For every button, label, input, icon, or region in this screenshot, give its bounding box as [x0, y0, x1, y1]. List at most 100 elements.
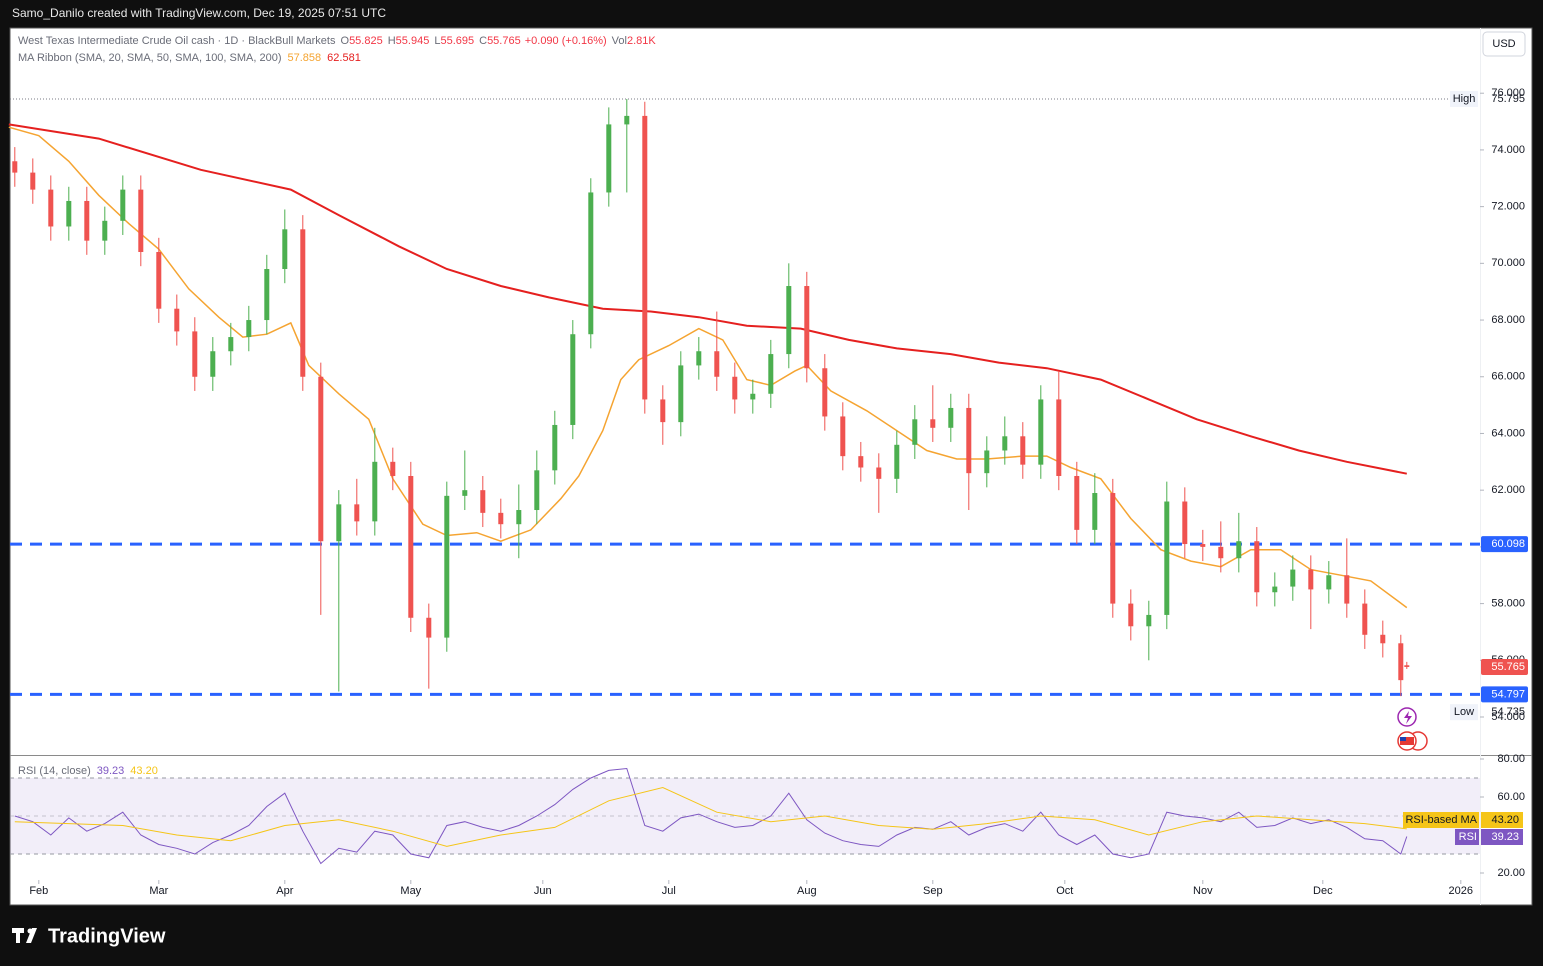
ma-value: 62.581 — [327, 52, 361, 64]
candle-body — [606, 124, 612, 193]
rsi-name: RSI — [1459, 831, 1477, 843]
rsi-name-bg — [1403, 812, 1479, 828]
candle-body — [84, 200, 90, 241]
candle-body — [570, 334, 576, 425]
candle-body — [480, 490, 486, 513]
rsi-name-bg — [1455, 829, 1479, 845]
brand-logo: TradingView — [12, 925, 166, 947]
candle-body — [66, 200, 72, 227]
last-price: 55.765 — [1491, 661, 1525, 673]
candle-body — [156, 251, 162, 309]
candle-body — [912, 419, 918, 445]
candle-body — [1308, 569, 1314, 590]
low-tag-bg — [1450, 704, 1478, 721]
candle-body — [1200, 544, 1206, 547]
candle-body — [1092, 493, 1098, 530]
rsi-y-tick-label: 60.00 — [1497, 791, 1525, 803]
candle-body — [1182, 501, 1188, 545]
candle-body — [984, 450, 990, 474]
x-tick-label: Aug — [797, 885, 817, 897]
candle-body — [1380, 634, 1386, 644]
rsi-legend: RSI (14, close) 39.23 43.20 — [18, 765, 158, 777]
rsi-name: RSI-based MA — [1405, 814, 1477, 826]
candle-body — [300, 229, 306, 377]
candle-body — [930, 419, 936, 428]
rsi-value: 43.20 — [1491, 814, 1519, 826]
low-tag: Low — [1454, 706, 1474, 718]
candle-body — [390, 461, 396, 476]
candle-body — [408, 475, 414, 618]
candle-body — [264, 269, 270, 321]
volume: 2.81K — [627, 35, 656, 47]
candle-body — [210, 351, 216, 377]
last-price-bg — [1481, 658, 1528, 675]
candle-body — [138, 189, 144, 252]
rsi-line — [14, 786, 1407, 847]
event-icons — [1397, 707, 1428, 751]
candle-body — [1110, 493, 1116, 604]
ohlc-value: 55.825 — [349, 35, 383, 47]
y-tick-label: 66.000 — [1491, 371, 1525, 383]
candle-body — [1404, 665, 1410, 667]
candle-body — [1290, 569, 1296, 587]
x-tick-label: Feb — [29, 885, 48, 897]
candle-body — [444, 495, 450, 638]
candle-body — [1218, 546, 1224, 559]
rsi-line — [14, 767, 1408, 865]
ohlc-value: 55.695 — [440, 35, 474, 47]
high-tag: High — [1453, 93, 1476, 105]
y-tick-label: 68.000 — [1491, 314, 1525, 326]
candle-body — [426, 617, 432, 638]
x-tick-label: Jul — [662, 885, 676, 897]
brand-name: TradingView — [48, 925, 166, 947]
candle-body — [30, 172, 36, 190]
ohlc-value: 55.765 — [487, 35, 521, 47]
candle-body — [516, 510, 522, 525]
candle-body — [1344, 575, 1350, 604]
candle-body — [768, 354, 774, 394]
candle-body — [318, 376, 324, 542]
candle-body — [1038, 399, 1044, 465]
currency-button[interactable] — [1482, 31, 1526, 57]
candle-body — [336, 504, 342, 542]
y-tick-label: 76.000 — [1491, 87, 1525, 99]
ma-title: MA Ribbon (SMA, 20, SMA, 50, SMA, 100, S… — [18, 52, 282, 64]
candle-body — [948, 407, 954, 428]
candle-body — [1398, 643, 1404, 681]
candle-body — [48, 189, 54, 227]
x-tick-label: Oct — [1056, 885, 1073, 897]
ohlc-label: H — [388, 35, 396, 47]
candle-body — [1056, 399, 1062, 476]
candle-body — [552, 424, 558, 471]
rsi-y-tick-label: 80.00 — [1497, 753, 1525, 765]
level-label-bg — [1481, 536, 1528, 553]
y-tick-label: 64.000 — [1491, 427, 1525, 439]
candle-body — [966, 407, 972, 474]
candle-body — [120, 189, 126, 221]
candle-body — [732, 376, 738, 400]
candle-body — [534, 470, 540, 511]
ohlc-label: O — [341, 35, 350, 47]
candle-body — [192, 331, 198, 377]
ohlc-label: C — [479, 35, 487, 47]
candle-body — [750, 393, 756, 400]
candle-body — [1254, 541, 1260, 593]
y-tick-label: 62.000 — [1491, 484, 1525, 496]
y-tick-label: 74.000 — [1491, 144, 1525, 156]
x-tick-label: 2026 — [1449, 885, 1473, 897]
candle-body — [858, 456, 864, 468]
x-tick-label: Sep — [923, 885, 943, 897]
rsi-legend-value: 39.23 — [97, 765, 125, 777]
candle-body — [282, 229, 288, 270]
candle-body — [462, 490, 468, 496]
rsi-y-tick-label: 20.00 — [1497, 867, 1525, 879]
candle-body — [876, 467, 882, 479]
currency-label[interactable]: USD — [1492, 38, 1515, 50]
ma-legend: MA Ribbon (SMA, 20, SMA, 50, SMA, 100, S… — [18, 52, 361, 64]
candle-body — [246, 320, 252, 338]
rsi-value-bg — [1481, 829, 1523, 845]
candle-body — [1326, 575, 1332, 590]
level-label-bg — [1481, 686, 1528, 703]
candle-body — [660, 399, 666, 423]
